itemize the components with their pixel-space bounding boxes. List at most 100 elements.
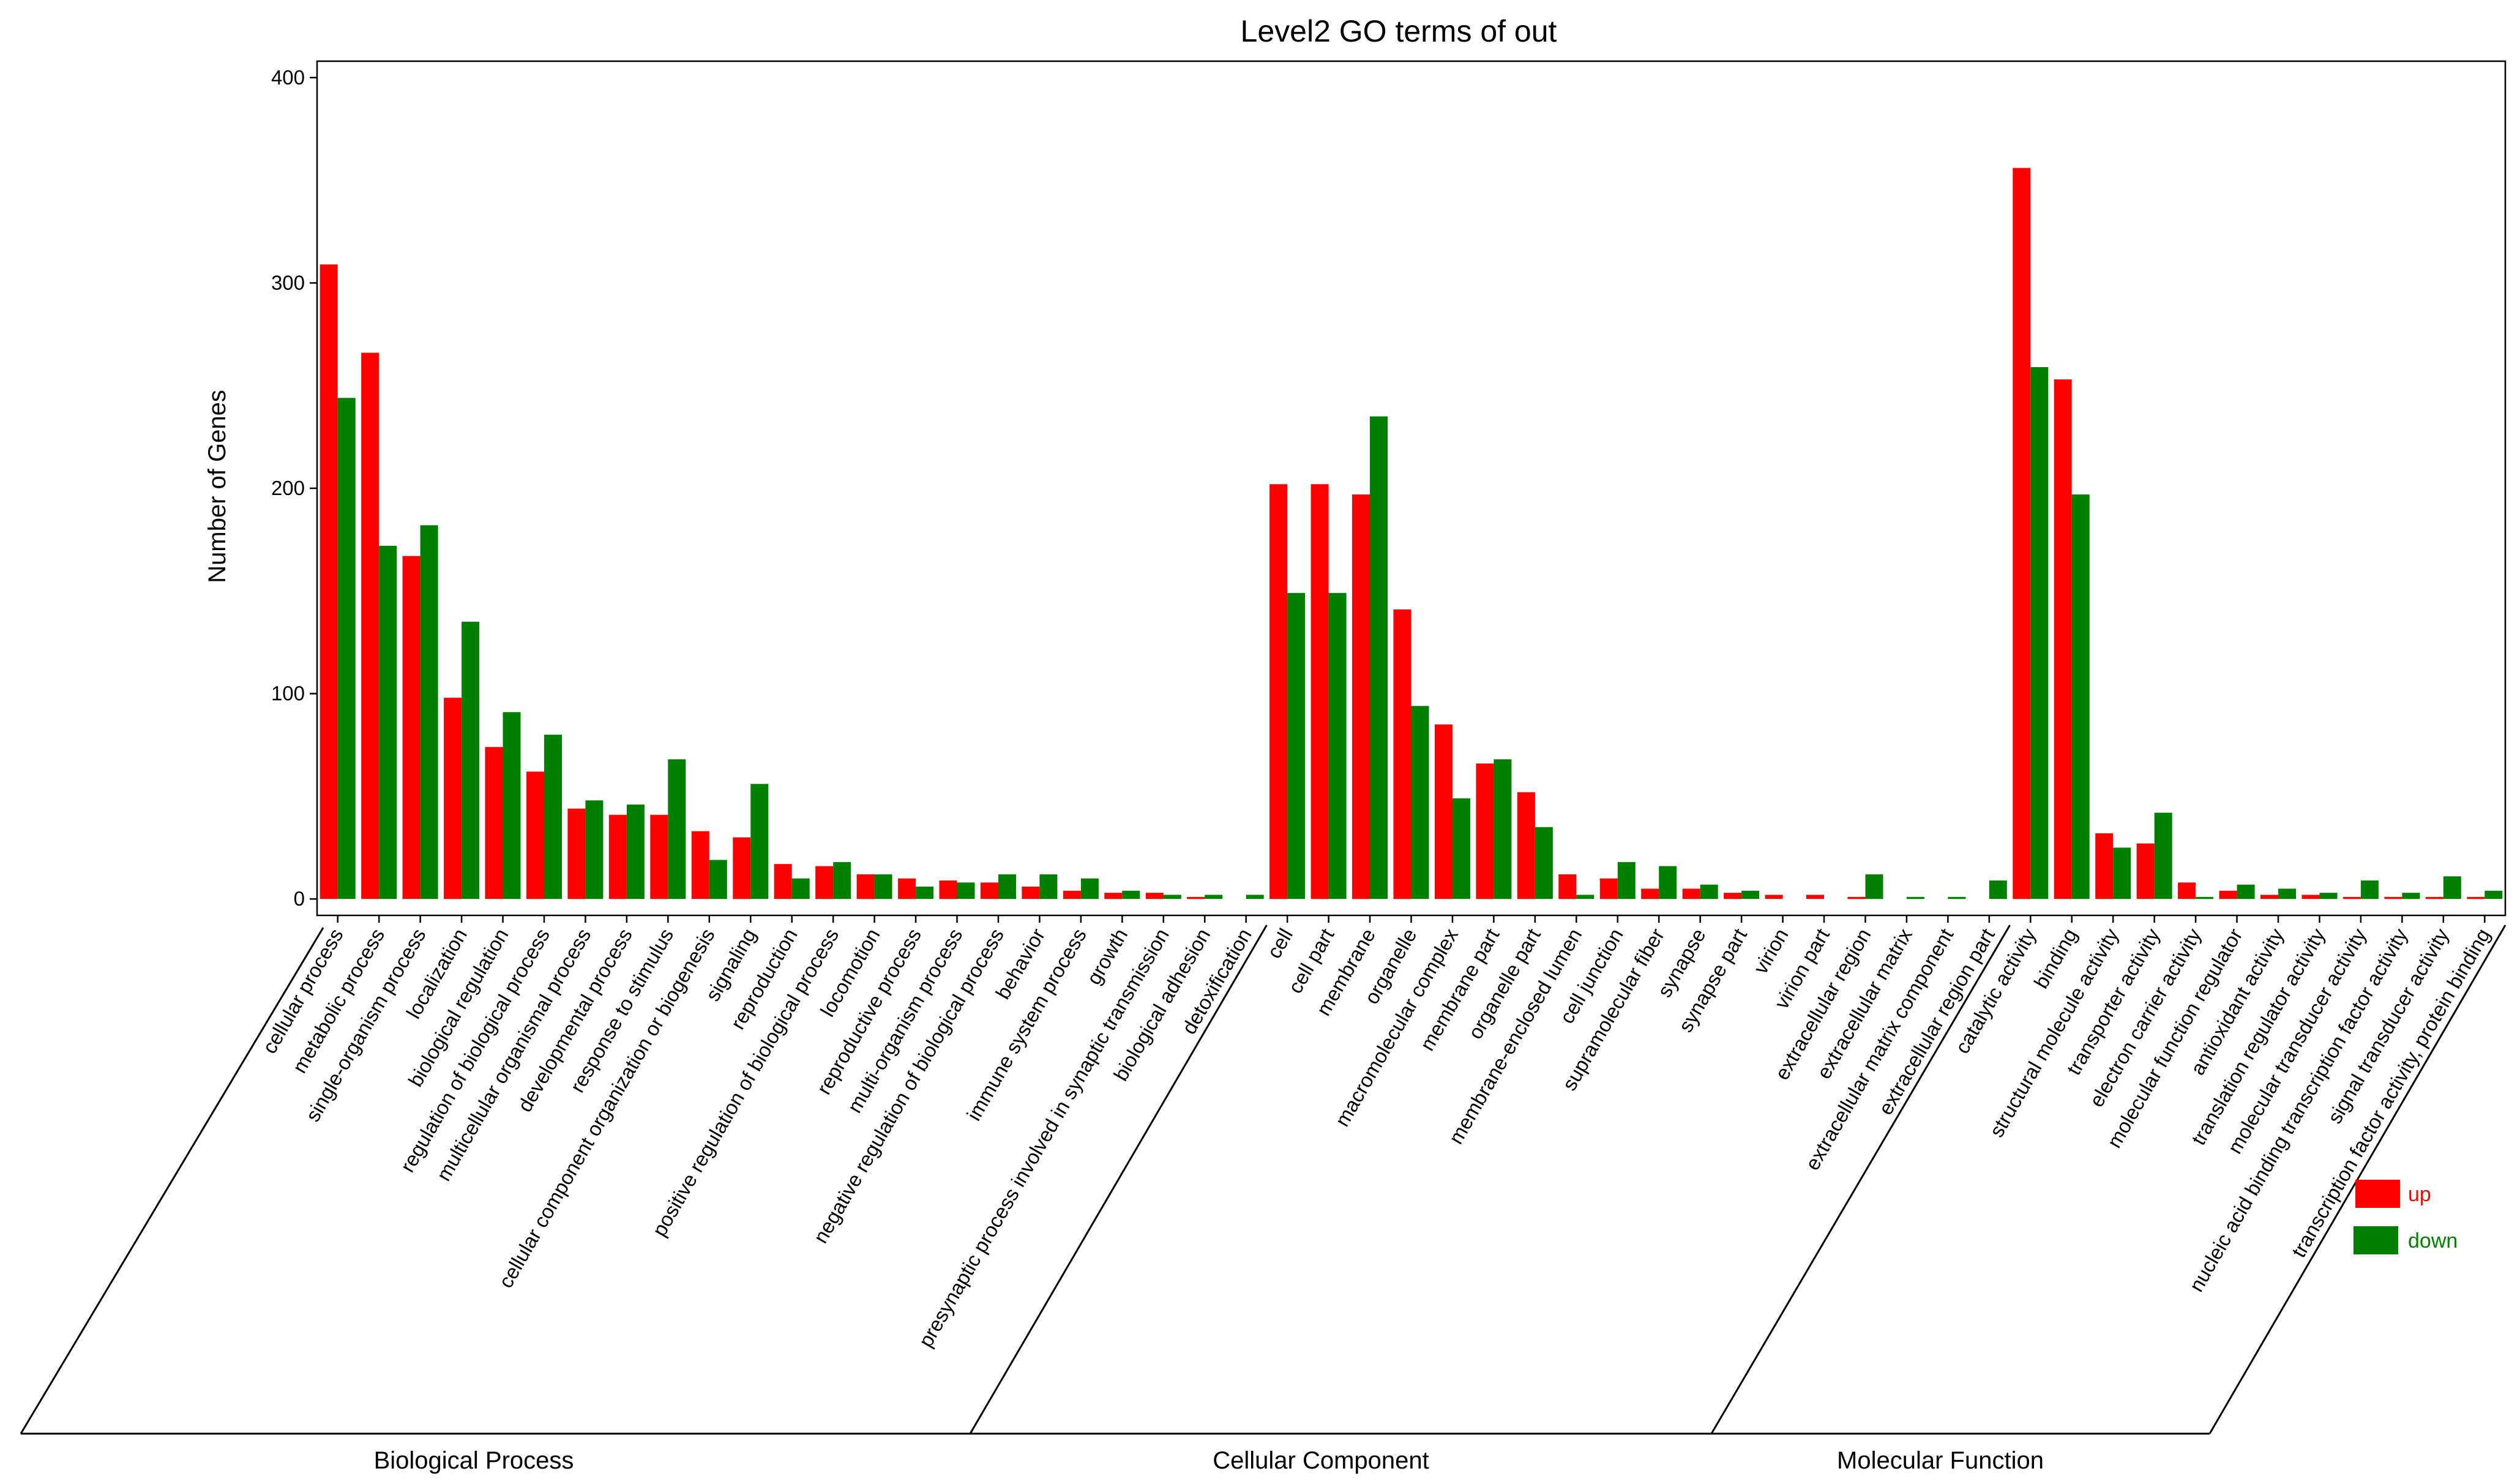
y-tick-label-300: 300 <box>271 271 305 294</box>
y-tick-label-0: 0 <box>294 887 305 910</box>
bar-up-27 <box>1435 724 1453 899</box>
bar-up-1 <box>361 352 379 899</box>
bar-down-52 <box>2484 890 2503 899</box>
bar-up-42 <box>2054 379 2072 899</box>
bar-down-5 <box>544 734 562 899</box>
bar-up-36 <box>1806 895 1824 899</box>
bar-down-20 <box>1163 895 1181 899</box>
bar-up-31 <box>1599 878 1618 899</box>
axes-layer: 0 100 200 300 400 <box>271 60 2507 923</box>
bar-down-26 <box>1411 706 1429 899</box>
bar-down-0 <box>337 398 356 899</box>
bar-up-26 <box>1393 609 1411 899</box>
bar-down-10 <box>750 784 769 899</box>
bar-down-23 <box>1287 593 1306 899</box>
bar-up-37 <box>1847 896 1866 899</box>
bar-up-14 <box>898 878 916 899</box>
bar-down-41 <box>2030 367 2049 899</box>
group-dividers: Biological Process Cellular Component Mole… <box>20 925 2507 1474</box>
y-axis-title: Number of Genes <box>204 390 231 583</box>
bar-down-7 <box>626 804 645 899</box>
bar-down-4 <box>503 712 521 899</box>
bar-down-18 <box>1080 878 1099 899</box>
bar-up-0 <box>320 264 338 899</box>
bar-up-3 <box>444 698 462 899</box>
bar-up-18 <box>1063 890 1081 899</box>
category-label-23: cell <box>1262 925 1297 962</box>
bar-down-21 <box>1205 895 1223 899</box>
bar-up-19 <box>1104 893 1123 899</box>
bar-down-49 <box>2360 881 2379 899</box>
bar-down-14 <box>916 887 934 899</box>
group-label-0: Biological Process <box>374 1447 574 1474</box>
bar-down-32 <box>1659 866 1677 899</box>
bar-down-48 <box>2319 893 2338 899</box>
bar-down-8 <box>668 759 686 899</box>
group-divider-left <box>20 927 324 1434</box>
bar-down-40 <box>1989 881 2007 899</box>
bar-down-31 <box>1617 862 1636 899</box>
group-divider-right <box>2208 925 2507 1434</box>
bar-down-44 <box>2154 813 2172 899</box>
bar-down-34 <box>1741 890 1760 899</box>
group-label-2: Molecular Function <box>1837 1447 2044 1474</box>
legend-label-down: down <box>2408 1229 2458 1253</box>
bar-down-29 <box>1535 827 1553 899</box>
bar-up-10 <box>733 837 751 899</box>
bar-up-32 <box>1641 888 1659 899</box>
bar-down-25 <box>1370 416 1388 899</box>
bar-down-39 <box>1948 896 1966 899</box>
bar-up-17 <box>1022 887 1040 899</box>
bar-down-19 <box>1122 890 1140 899</box>
bar-up-45 <box>2178 882 2196 899</box>
bar-down-2 <box>420 525 438 899</box>
bar-up-15 <box>939 881 957 899</box>
bar-down-30 <box>1576 895 1595 899</box>
bar-down-28 <box>1494 759 1512 899</box>
bar-up-29 <box>1517 792 1535 899</box>
legend: up down <box>2354 1180 2458 1254</box>
bar-down-24 <box>1328 593 1347 899</box>
bar-up-30 <box>1558 874 1577 899</box>
bar-up-48 <box>2301 895 2320 899</box>
bar-down-17 <box>1039 874 1058 899</box>
bar-down-27 <box>1453 798 1470 899</box>
bar-up-4 <box>485 747 503 899</box>
bar-down-15 <box>957 882 975 899</box>
bar-up-11 <box>774 864 792 899</box>
bar-up-13 <box>856 874 875 899</box>
bar-up-28 <box>1476 763 1494 899</box>
bar-up-25 <box>1352 494 1370 899</box>
bar-up-6 <box>567 808 586 899</box>
y-tick-label-100: 100 <box>271 682 305 705</box>
bar-down-51 <box>2443 876 2461 899</box>
bar-up-51 <box>2425 896 2443 899</box>
bar-down-16 <box>998 874 1016 899</box>
y-tick-label-400: 400 <box>271 66 305 89</box>
y-tick-label-200: 200 <box>271 477 305 499</box>
bar-up-52 <box>2467 896 2485 899</box>
bar-down-13 <box>874 874 892 899</box>
bar-up-33 <box>1682 888 1700 899</box>
bar-down-42 <box>2071 494 2090 899</box>
bar-up-43 <box>2095 833 2114 899</box>
bar-down-12 <box>833 862 851 899</box>
bar-down-37 <box>1865 874 1883 899</box>
bar-up-5 <box>526 772 544 899</box>
bar-up-46 <box>2219 890 2237 899</box>
bar-down-38 <box>1906 896 1924 899</box>
bar-up-34 <box>1724 893 1742 899</box>
group-divider-bp-cc <box>969 925 1268 1434</box>
bar-down-6 <box>585 800 604 899</box>
group-label-1: Cellular Component <box>1213 1447 1429 1474</box>
bar-down-47 <box>2278 888 2296 899</box>
bar-down-11 <box>791 878 810 899</box>
bar-down-45 <box>2196 896 2214 899</box>
bar-up-44 <box>2136 843 2155 899</box>
bar-down-43 <box>2113 847 2131 899</box>
bar-down-1 <box>379 546 397 899</box>
bar-up-49 <box>2342 896 2361 899</box>
